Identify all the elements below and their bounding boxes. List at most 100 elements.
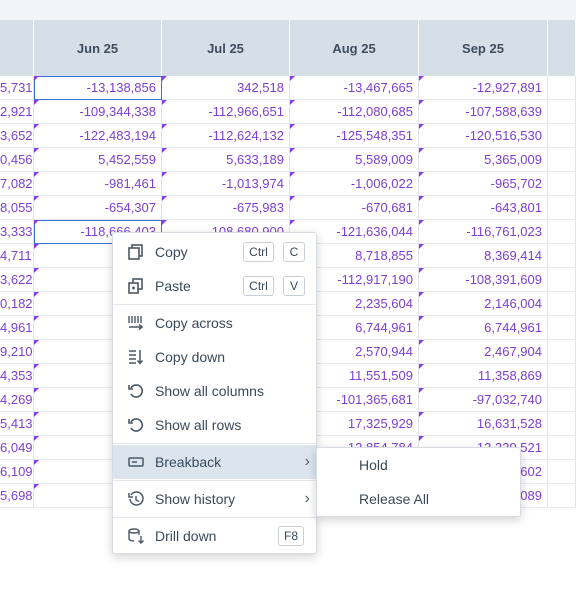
table-cell[interactable]: 7,082 bbox=[0, 172, 34, 196]
table-cell[interactable]: -112,080,685 bbox=[290, 100, 419, 124]
cell-value: -112,917,190 bbox=[337, 272, 413, 287]
table-cell[interactable]: -122,483,194 bbox=[34, 124, 162, 148]
table-cell[interactable]: 5,731 bbox=[0, 76, 34, 100]
table-cell[interactable]: -670,681 bbox=[290, 196, 419, 220]
column-header-sep[interactable]: Sep 25 bbox=[419, 20, 548, 76]
table-cell[interactable] bbox=[548, 76, 576, 100]
table-cell[interactable]: 6,049 bbox=[0, 436, 34, 460]
table-cell[interactable]: 0,182 bbox=[0, 292, 34, 316]
table-cell[interactable]: 2,467,904 bbox=[419, 340, 548, 364]
table-cell[interactable]: 0,456 bbox=[0, 148, 34, 172]
table-cell[interactable] bbox=[548, 196, 576, 220]
table-cell[interactable] bbox=[548, 316, 576, 340]
table-cell[interactable] bbox=[548, 172, 576, 196]
table-cell[interactable]: 2,146,004 bbox=[419, 292, 548, 316]
chevron-right-icon: › bbox=[304, 490, 310, 507]
table-cell[interactable]: -675,983 bbox=[162, 196, 290, 220]
editable-marker-icon bbox=[34, 364, 39, 369]
table-cell[interactable]: -1,006,022 bbox=[290, 172, 419, 196]
table-cell[interactable]: 11,358,869 bbox=[419, 364, 548, 388]
table-cell[interactable] bbox=[548, 436, 576, 460]
table-cell[interactable]: 5,633,189 bbox=[162, 148, 290, 172]
menu-item-show-all-rows[interactable]: Show all rows bbox=[113, 408, 316, 442]
table-cell[interactable]: -643,801 bbox=[419, 196, 548, 220]
cell-value: 2,235,604 bbox=[355, 296, 413, 311]
editable-marker-icon bbox=[162, 196, 167, 201]
table-cell[interactable]: 6,109 bbox=[0, 460, 34, 484]
table-cell[interactable]: -112,624,132 bbox=[162, 124, 290, 148]
editable-marker-icon bbox=[34, 220, 39, 225]
table-cell[interactable]: 5,452,559 bbox=[34, 148, 162, 172]
table-cell[interactable] bbox=[548, 484, 576, 508]
table-cell[interactable]: 6,744,961 bbox=[419, 316, 548, 340]
table-cell[interactable] bbox=[548, 220, 576, 244]
table-cell[interactable]: 4,269 bbox=[0, 388, 34, 412]
table-cell[interactable] bbox=[548, 364, 576, 388]
table-cell[interactable] bbox=[548, 244, 576, 268]
table-cell[interactable]: 5,589,009 bbox=[290, 148, 419, 172]
table-cell[interactable]: 9,210 bbox=[0, 340, 34, 364]
menu-label-drill-down: Drill down bbox=[155, 528, 217, 544]
table-cell[interactable]: 3,622 bbox=[0, 268, 34, 292]
menu-item-copy-down[interactable]: Copy down bbox=[113, 340, 316, 374]
table-cell[interactable] bbox=[548, 412, 576, 436]
submenu-item-release-all[interactable]: Release All bbox=[359, 491, 430, 507]
editable-marker-icon bbox=[162, 100, 167, 105]
table-cell[interactable]: -120,516,530 bbox=[419, 124, 548, 148]
editable-marker-icon bbox=[34, 124, 39, 129]
copy-down-icon bbox=[129, 350, 144, 365]
table-cell[interactable]: 8,055 bbox=[0, 196, 34, 220]
column-header-aug[interactable]: Aug 25 bbox=[290, 20, 419, 76]
cell-value: -97,032,740 bbox=[472, 392, 542, 407]
table-cell[interactable]: -1,013,974 bbox=[162, 172, 290, 196]
table-cell[interactable] bbox=[548, 340, 576, 364]
table-cell[interactable]: -965,702 bbox=[419, 172, 548, 196]
menu-item-copy[interactable]: Copy Ctrl C bbox=[113, 235, 316, 269]
table-cell[interactable]: -981,461 bbox=[34, 172, 162, 196]
table-cell[interactable] bbox=[548, 388, 576, 412]
table-cell[interactable]: -107,588,639 bbox=[419, 100, 548, 124]
table-cell[interactable]: -12,927,891 bbox=[419, 76, 548, 100]
column-header-partial[interactable] bbox=[0, 20, 34, 76]
table-cell[interactable]: 16,631,528 bbox=[419, 412, 548, 436]
table-cell[interactable]: 2,921 bbox=[0, 100, 34, 124]
table-cell[interactable] bbox=[548, 124, 576, 148]
table-cell[interactable]: -654,307 bbox=[34, 196, 162, 220]
table-cell[interactable]: 342,518 bbox=[162, 76, 290, 100]
table-cell[interactable] bbox=[548, 100, 576, 124]
table-cell[interactable] bbox=[548, 292, 576, 316]
table-cell[interactable]: 4,961 bbox=[0, 316, 34, 340]
submenu-item-hold[interactable]: Hold bbox=[359, 457, 388, 473]
menu-item-copy-across[interactable]: Copy across bbox=[113, 306, 316, 340]
table-cell[interactable]: 3,652 bbox=[0, 124, 34, 148]
table-cell[interactable]: -112,966,651 bbox=[162, 100, 290, 124]
menu-item-show-all-columns[interactable]: Show all columns bbox=[113, 374, 316, 408]
table-cell[interactable]: -125,548,351 bbox=[290, 124, 419, 148]
table-cell[interactable]: 4,711 bbox=[0, 244, 34, 268]
column-header-jul[interactable]: Jul 25 bbox=[162, 20, 290, 76]
table-cell[interactable]: 5,413 bbox=[0, 412, 34, 436]
menu-label-copy: Copy bbox=[155, 244, 188, 260]
menu-item-drill-down[interactable]: Drill down F8 bbox=[113, 519, 316, 553]
table-cell[interactable] bbox=[548, 268, 576, 292]
table-cell[interactable]: -121,636,044 bbox=[290, 220, 419, 244]
table-cell[interactable] bbox=[548, 148, 576, 172]
table-cell[interactable]: -97,032,740 bbox=[419, 388, 548, 412]
table-cell[interactable]: 4,353 bbox=[0, 364, 34, 388]
table-cell[interactable]: -109,344,338 bbox=[34, 100, 162, 124]
table-cell[interactable]: -108,391,609 bbox=[419, 268, 548, 292]
table-cell[interactable]: -13,467,665 bbox=[290, 76, 419, 100]
menu-item-paste[interactable]: Paste Ctrl V bbox=[113, 269, 316, 303]
table-cell[interactable]: -116,761,023 bbox=[419, 220, 548, 244]
table-cell[interactable]: 5,365,009 bbox=[419, 148, 548, 172]
table-cell[interactable] bbox=[548, 460, 576, 484]
column-header-jun[interactable]: Jun 25 bbox=[34, 20, 162, 76]
menu-item-show-history[interactable]: Show history › bbox=[113, 482, 316, 516]
table-cell[interactable]: 5,698 bbox=[0, 484, 34, 508]
menu-divider bbox=[113, 443, 316, 444]
menu-item-breakback[interactable]: Breakback › bbox=[113, 445, 316, 479]
table-cell[interactable]: 8,369,414 bbox=[419, 244, 548, 268]
table-cell[interactable]: -13,138,856 bbox=[34, 76, 162, 100]
table-cell[interactable]: 3,333 bbox=[0, 220, 34, 244]
column-header-next[interactable] bbox=[548, 20, 576, 76]
